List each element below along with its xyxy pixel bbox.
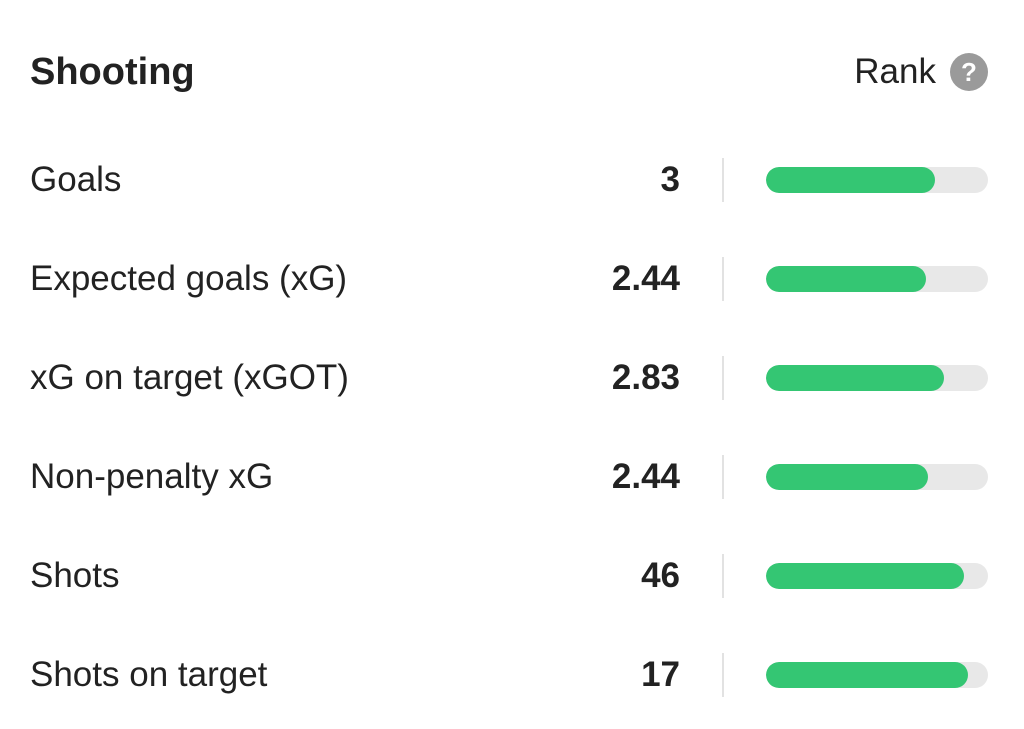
stat-label: Shots <box>30 555 120 595</box>
stat-row-shots: Shots 46 <box>30 526 988 625</box>
rank-bar-fill <box>766 265 926 292</box>
rank-label: Rank <box>854 52 936 91</box>
row-divider <box>722 454 724 499</box>
stat-value: 46 <box>641 555 680 595</box>
stat-row-shots-on-target: Shots on target 17 <box>30 625 988 724</box>
stat-value: 2.44 <box>611 258 680 298</box>
stat-label: Shots on target <box>30 654 268 694</box>
rank-bar <box>766 661 988 688</box>
rank-bar-fill <box>766 166 935 193</box>
rank-bar-fill <box>766 661 969 688</box>
rank-bar <box>766 166 988 193</box>
rank-bar-fill <box>766 463 929 490</box>
stat-value: 3 <box>660 159 680 199</box>
row-divider <box>722 256 724 301</box>
stat-label: Expected goals (xG) <box>30 258 348 298</box>
row-divider <box>722 553 724 598</box>
stat-label: Non-penalty xG <box>30 456 274 496</box>
stat-value: 2.83 <box>611 357 680 397</box>
stat-label: xG on target (xGOT) <box>30 357 349 397</box>
section-header: Shooting Rank ? <box>30 44 988 100</box>
rank-header[interactable]: Rank ? <box>854 52 988 92</box>
rank-bar-fill <box>766 562 964 589</box>
row-divider <box>722 157 724 202</box>
stat-row-non-penalty-xg: Non-penalty xG 2.44 <box>30 427 988 526</box>
stat-value: 2.44 <box>611 456 680 496</box>
rank-bar <box>766 463 988 490</box>
stats-list: Goals 3 Expected goals (xG) 2.44 xG on t… <box>30 130 988 724</box>
rank-bar <box>766 364 988 391</box>
stat-row-expected-goals: Expected goals (xG) 2.44 <box>30 229 988 328</box>
stat-value: 17 <box>641 654 680 694</box>
rank-bar <box>766 562 988 589</box>
section-title: Shooting <box>30 50 195 93</box>
stat-label: Goals <box>30 159 122 199</box>
question-mark-icon[interactable]: ? <box>950 53 988 91</box>
row-divider <box>722 652 724 697</box>
row-divider <box>722 355 724 400</box>
rank-bar-fill <box>766 364 944 391</box>
stat-row-goals: Goals 3 <box>30 130 988 229</box>
rank-bar <box>766 265 988 292</box>
stat-row-xg-on-target: xG on target (xGOT) 2.83 <box>30 328 988 427</box>
